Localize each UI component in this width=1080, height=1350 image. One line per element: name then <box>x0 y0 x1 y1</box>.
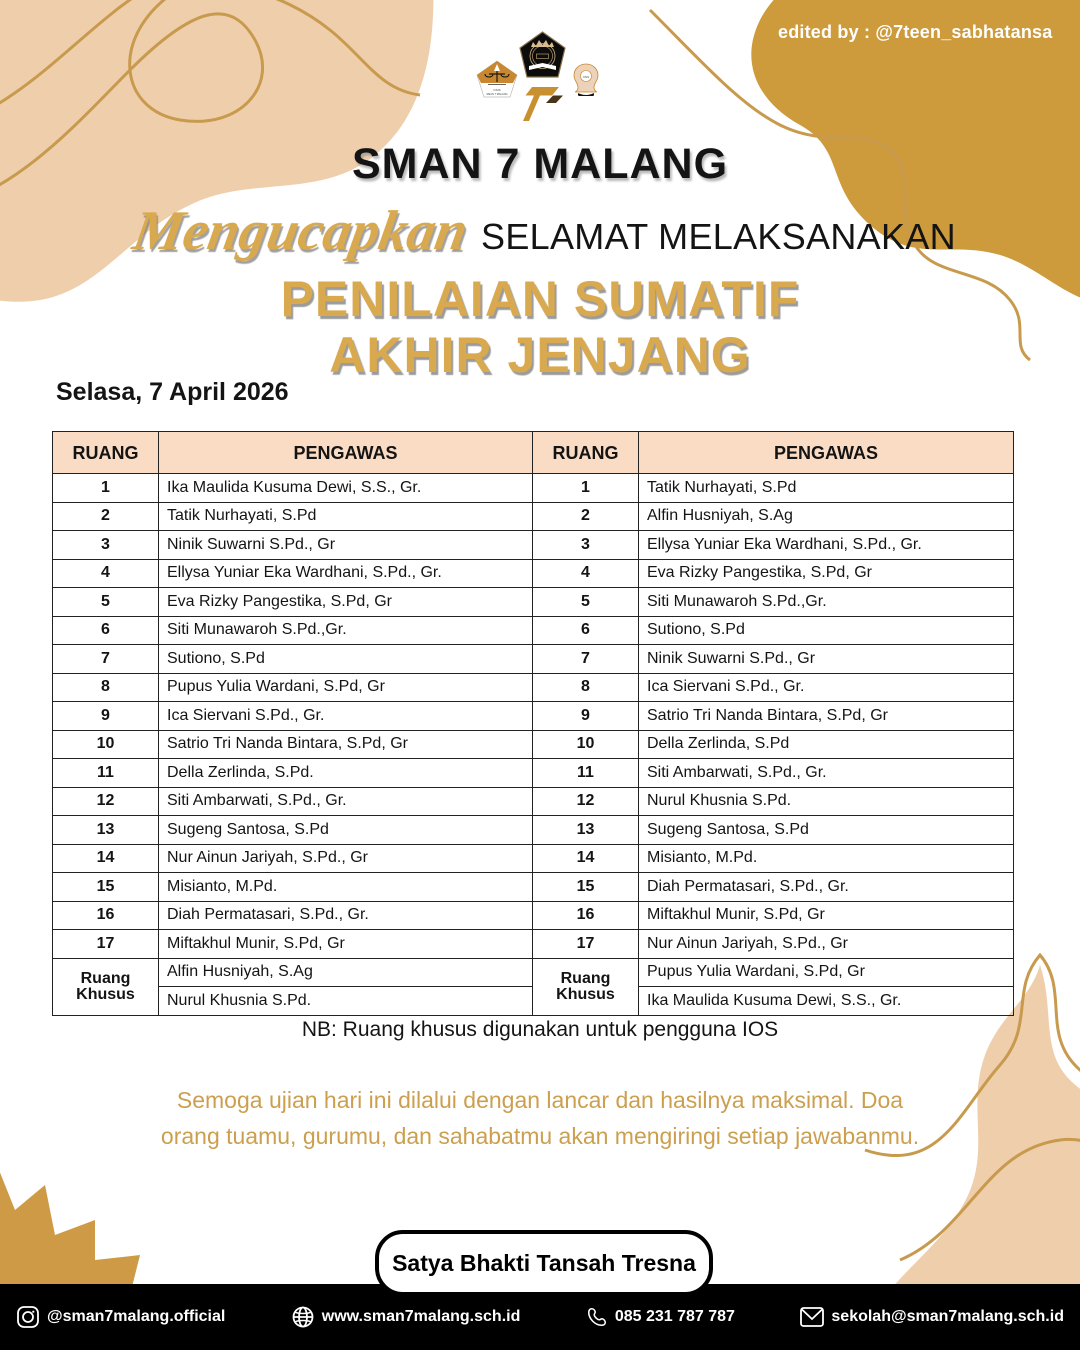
svg-text:OSIS: OSIS <box>493 88 500 92</box>
svg-text:OSIS: OSIS <box>583 75 589 79</box>
svg-text:SMAN 7 MALANG: SMAN 7 MALANG <box>486 92 507 96</box>
